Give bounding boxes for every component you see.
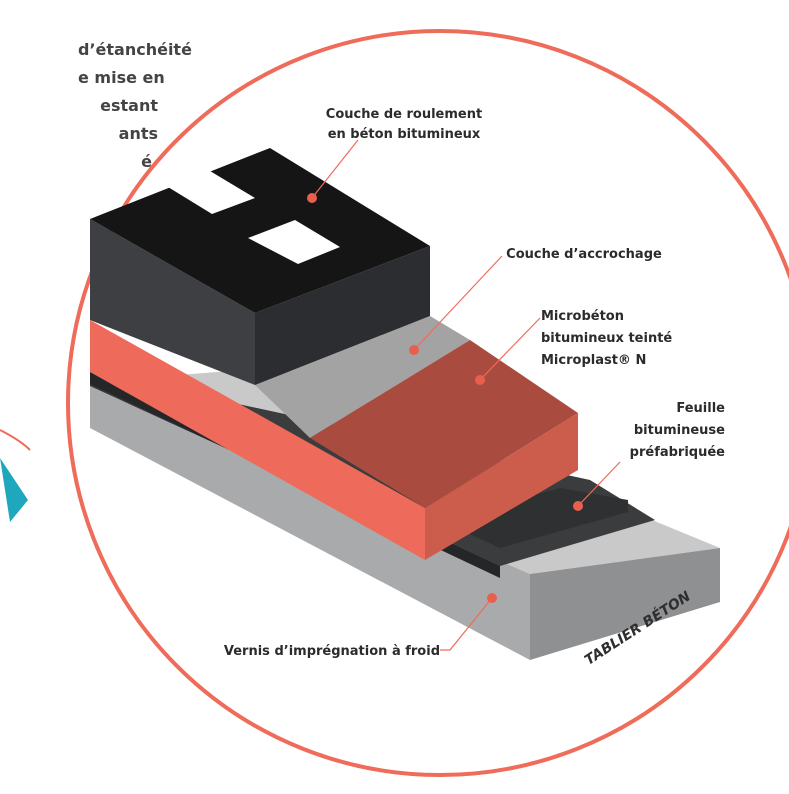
label-microbeton-line3: Microplast® N [541,353,646,368]
dot-accrochage [409,345,419,355]
label-vernis: Vernis d’imprégnation à froid [224,644,440,659]
dot-microbeton [475,375,485,385]
dot-vernis [487,593,497,603]
salmon-layer-front [90,320,425,560]
intro-line-2: e mise en [78,68,165,87]
intro-line-3: estant [100,96,158,115]
leader-accrochage [413,255,503,351]
connector-line-left [0,429,31,451]
asphalt-side [255,246,430,385]
leader-vernis [440,597,493,651]
leader-feuille [577,461,621,507]
label-feuille-line3: préfabriquée [630,445,726,460]
label-microbeton-line2: bitumineux teinté [541,331,672,346]
dot-roulement [307,193,317,203]
label-feuille-line2: bitumineuse [634,423,725,438]
microbeton-front [425,413,578,560]
leader-roulement [311,139,359,199]
marking-square-2 [248,220,340,264]
label-accrochage: Couche d’accrochage [506,247,662,262]
label-feuille-line1: Feuille [676,401,725,416]
concrete-deck-side [530,548,720,660]
leader-microbeton [479,317,541,381]
arrow-icon [0,458,28,522]
concrete-deck-front [90,382,530,660]
microbeton-top [310,340,578,508]
label-roulement-line2: en béton bitumineux [328,127,481,142]
marking-square-1 [168,171,255,214]
label-microbeton-line1: Microbéton [541,309,624,324]
asphalt-front [90,219,255,385]
dot-feuille [573,501,583,511]
label-roulement-line1: Couche de roulement [326,107,482,122]
intro-line-4: ants [118,124,158,143]
